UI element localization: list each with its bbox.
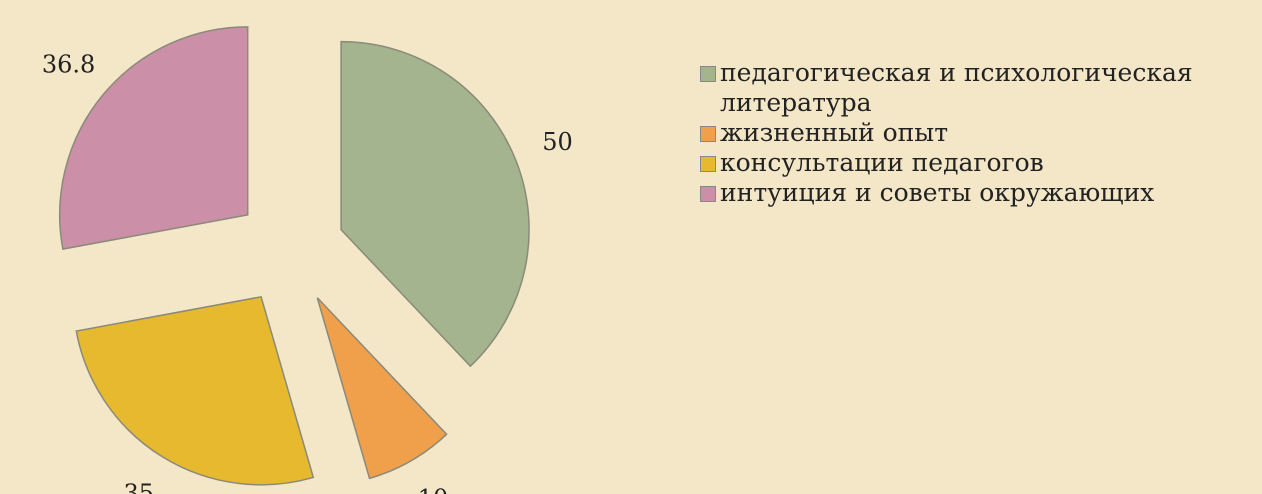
pie-slice: [75, 295, 315, 486]
legend-item: педагогическая и психологическая литерат…: [700, 58, 1255, 118]
legend-label: педагогическая и психологическая литерат…: [720, 58, 1193, 117]
legend-swatch: [700, 156, 716, 172]
data-label: 50: [542, 128, 573, 156]
legend-label: жизненный опыт: [720, 118, 949, 147]
pie-slice: [316, 297, 448, 480]
pie-slice: [340, 40, 530, 368]
legend-item: жизненный опыт: [700, 118, 1255, 148]
legend-swatch: [700, 186, 716, 202]
pie-slice: [58, 26, 249, 251]
legend-swatch: [700, 66, 716, 82]
legend-item: консультации педагогов: [700, 148, 1255, 178]
legend-swatch: [700, 126, 716, 142]
data-label: 10: [418, 484, 449, 494]
legend-label: консультации педагогов: [720, 148, 1044, 177]
data-label: 35: [123, 480, 154, 494]
legend-item: интуиция и советы окружающих: [700, 178, 1255, 208]
chart: 50 10 35 36.8: [42, 26, 573, 494]
data-label: 36.8: [42, 50, 95, 78]
legend-label: интуиция и советы окружающих: [720, 178, 1155, 207]
legend: педагогическая и психологическая литерат…: [700, 58, 1255, 208]
